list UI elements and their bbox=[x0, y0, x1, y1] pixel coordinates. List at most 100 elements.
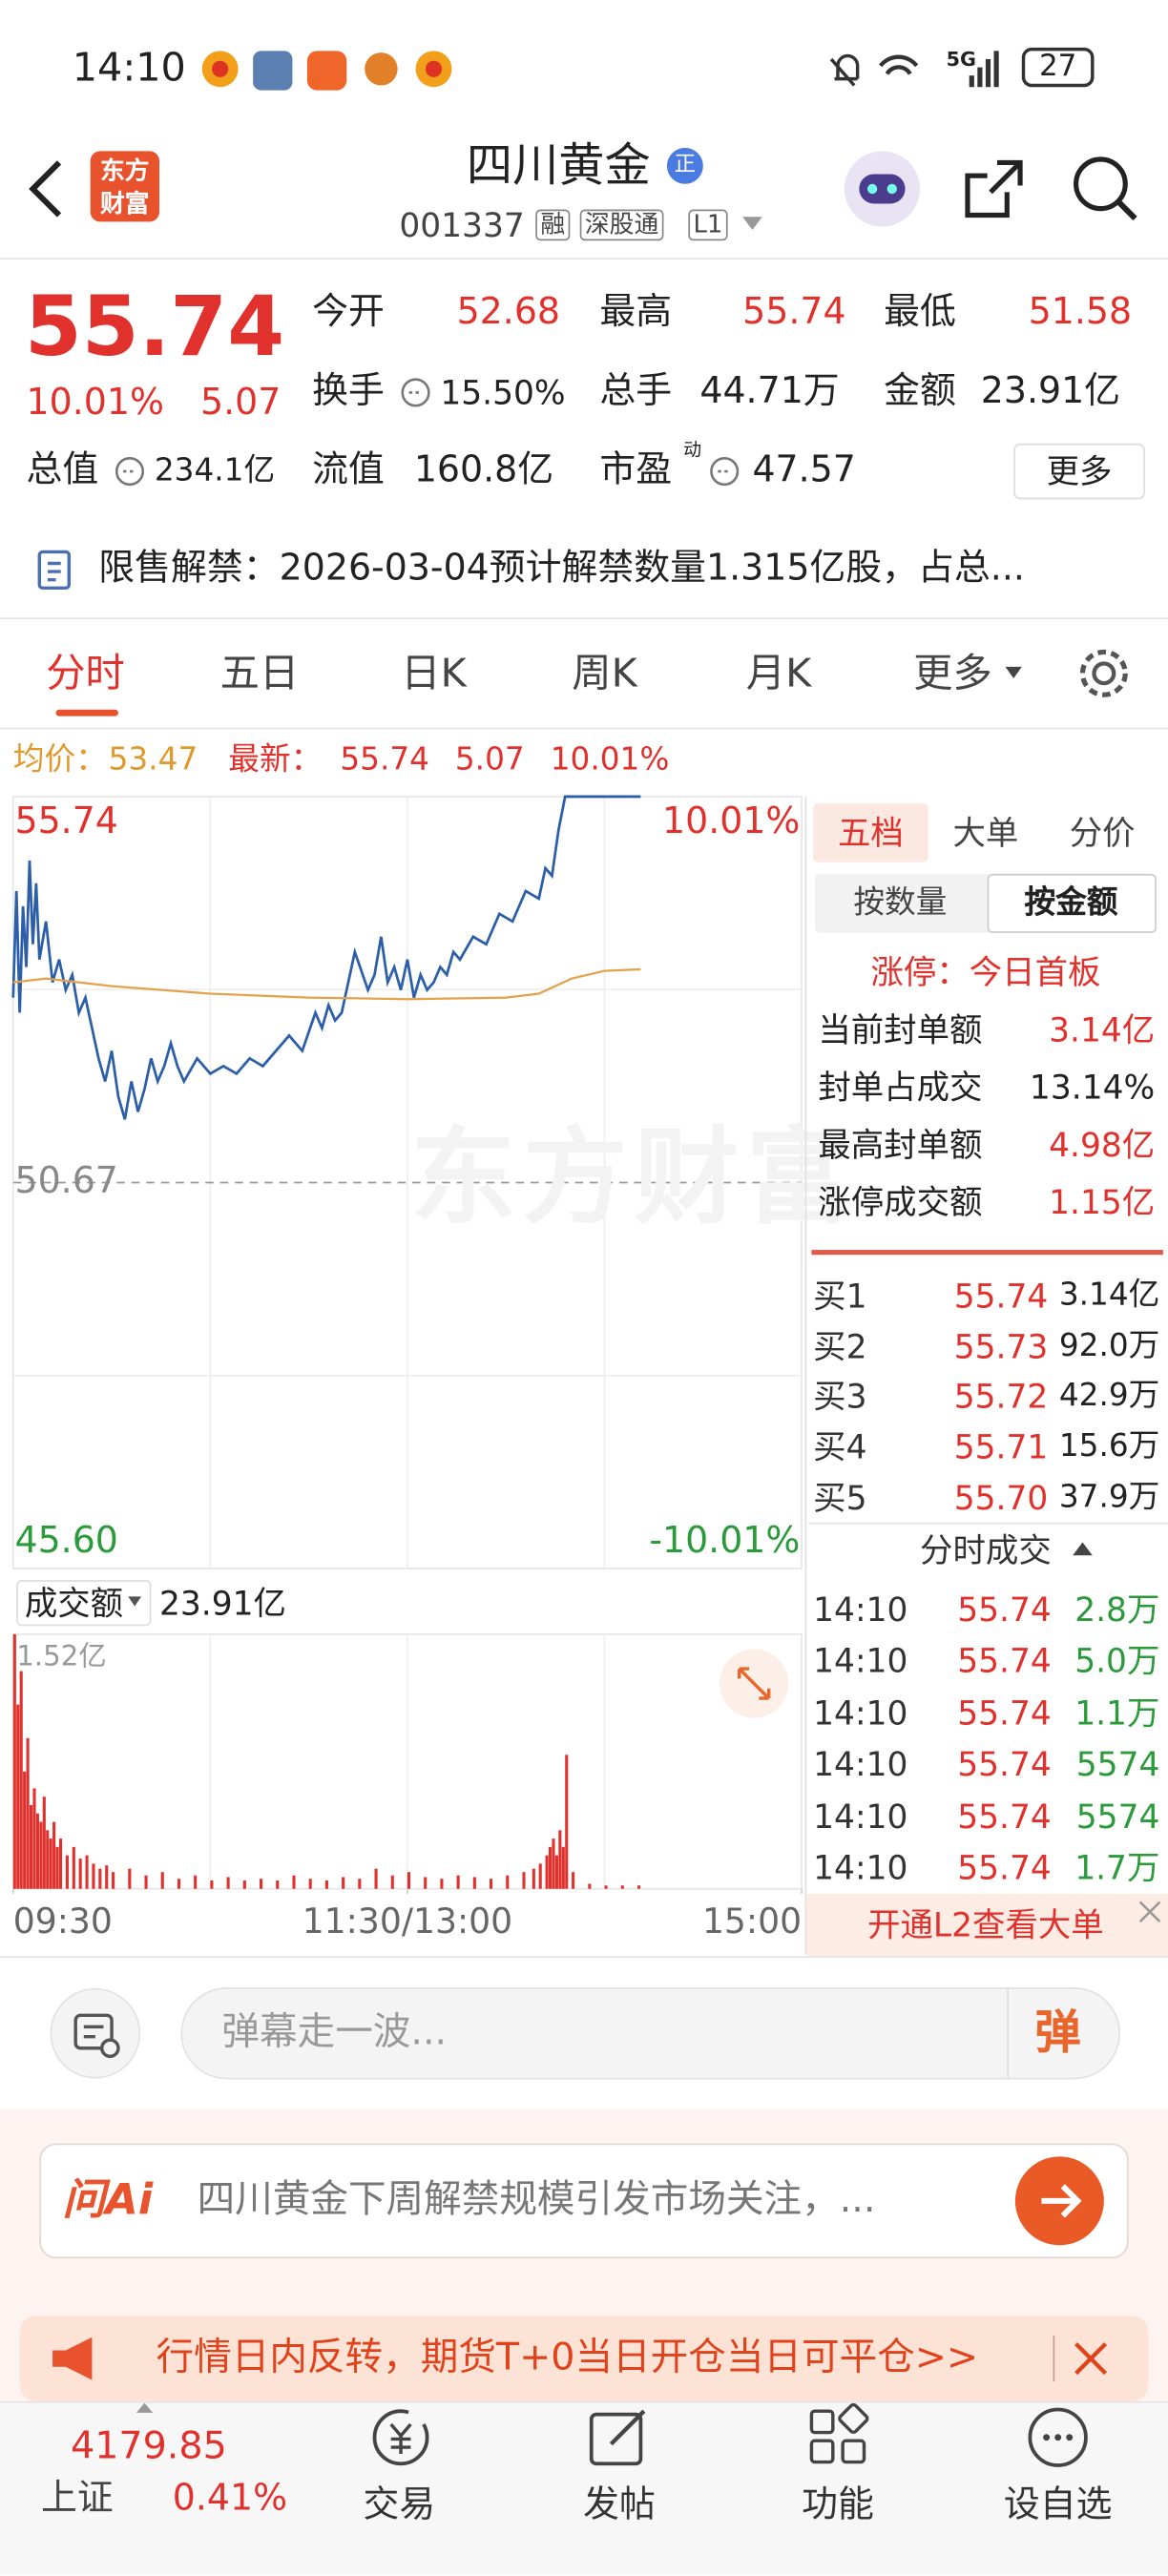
status-time: 14:10 bbox=[72, 44, 186, 91]
functions-icon[interactable] bbox=[805, 2402, 874, 2470]
volume-bar bbox=[177, 1879, 181, 1889]
watchlist-icon[interactable] bbox=[1025, 2404, 1094, 2470]
tab[interactable]: 五日 bbox=[219, 650, 300, 696]
field-label: 总值 bbox=[26, 449, 99, 491]
volume-bar bbox=[128, 1868, 132, 1889]
search-button[interactable] bbox=[1071, 155, 1139, 223]
comment-send[interactable]: 弹 bbox=[1034, 2005, 1081, 2060]
field-value: 51.58 bbox=[1028, 292, 1133, 334]
index-value[interactable]: 4179.85 bbox=[71, 2424, 227, 2468]
trades-title[interactable]: 分时成交 bbox=[920, 1530, 1052, 1570]
dropdown-arrow[interactable] bbox=[740, 214, 766, 234]
nav-item[interactable]: 发帖 bbox=[583, 2484, 656, 2526]
notice-text[interactable]: 限售解禁：2026-03-04预计解禁数量1.315亿股，占总... bbox=[98, 548, 1025, 591]
comment-placeholder[interactable]: 弹幕走一波... bbox=[221, 2011, 448, 2054]
volume-bar bbox=[144, 1875, 148, 1889]
field-value: 44.71万 bbox=[699, 371, 840, 413]
volume-bar bbox=[105, 1865, 109, 1889]
tab-active[interactable]: 分时 bbox=[46, 650, 125, 696]
info-icon[interactable] bbox=[399, 376, 431, 408]
x-tick-label: 15:00 bbox=[702, 1901, 802, 1942]
volume-bar bbox=[561, 1846, 565, 1889]
settings-button[interactable] bbox=[1076, 646, 1133, 702]
tab[interactable]: 月K bbox=[745, 650, 812, 696]
tab-bg bbox=[813, 802, 928, 862]
volume-bar bbox=[324, 1880, 328, 1889]
bid-label: 买2 bbox=[813, 1326, 867, 1366]
nav-item[interactable]: 功能 bbox=[802, 2484, 874, 2526]
tab[interactable]: 周K bbox=[572, 650, 637, 696]
tab-underline bbox=[55, 709, 118, 717]
banner[interactable] bbox=[19, 2316, 1149, 2401]
volume-bar bbox=[358, 1879, 362, 1889]
back-button[interactable] bbox=[20, 156, 70, 222]
field-value: 15.50% bbox=[440, 372, 566, 413]
mode[interactable]: 按数量 bbox=[853, 884, 948, 921]
volume-bar bbox=[85, 1855, 89, 1889]
sort-arrow bbox=[1073, 1542, 1093, 1556]
watermark: 东方财富 bbox=[410, 1118, 858, 1240]
more-button[interactable]: 更多 bbox=[1013, 443, 1145, 500]
banner-text[interactable]: 行情日内反转，期货T+0当日开仓当日可平仓>> bbox=[156, 2336, 979, 2379]
volume-bar bbox=[407, 1872, 411, 1889]
panel-tab[interactable]: 分价 bbox=[1069, 813, 1136, 853]
l2-bar[interactable] bbox=[806, 1893, 1168, 1957]
volume-bar bbox=[554, 1855, 558, 1889]
volume-title[interactable]: 成交额 bbox=[24, 1583, 124, 1623]
field-label: 金额 bbox=[884, 371, 956, 413]
ai-box[interactable] bbox=[39, 2143, 1129, 2259]
index-name[interactable]: 上证 bbox=[41, 2478, 114, 2520]
status-signal bbox=[829, 51, 999, 88]
post-icon[interactable] bbox=[585, 2404, 654, 2470]
volume-selector[interactable] bbox=[16, 1580, 152, 1627]
trade-icon[interactable] bbox=[365, 2404, 437, 2470]
volume-bar bbox=[522, 1872, 526, 1889]
close-button[interactable] bbox=[1134, 1896, 1166, 1928]
trade-time: 14:10 bbox=[813, 1641, 908, 1681]
info-icon[interactable] bbox=[114, 455, 146, 488]
index-change[interactable]: 0.41% bbox=[172, 2478, 288, 2520]
expand-button[interactable] bbox=[718, 1648, 790, 1720]
comment-settings[interactable] bbox=[50, 1987, 141, 2079]
tab[interactable]: 更多 bbox=[913, 650, 992, 696]
app-logo[interactable]: 东方财富 bbox=[90, 151, 159, 222]
divider bbox=[0, 1956, 1168, 1959]
volume-bar bbox=[49, 1839, 52, 1889]
trade-volume: 2.8万 bbox=[1074, 1589, 1160, 1630]
badge: 正 bbox=[666, 147, 703, 184]
volume-bar bbox=[558, 1830, 562, 1889]
panel-tab-active[interactable]: 五档 bbox=[837, 813, 904, 853]
nav-item[interactable]: 设自选 bbox=[1003, 2484, 1113, 2526]
volume-bar bbox=[636, 1885, 641, 1889]
panel-tab[interactable]: 大单 bbox=[952, 813, 1019, 853]
divider bbox=[0, 727, 1168, 730]
ai-text[interactable]: 四川黄金下周解禁规模引发市场关注，... bbox=[197, 2178, 876, 2222]
volume-bar bbox=[42, 1797, 46, 1889]
bid-price: 55.73 bbox=[953, 1326, 1049, 1366]
y-tick-label: 45.60 bbox=[14, 1519, 117, 1561]
bid-label: 买4 bbox=[813, 1427, 867, 1467]
stat-label: 封单占成交 bbox=[818, 1067, 983, 1108]
volume-bar bbox=[55, 1846, 59, 1889]
share-button[interactable] bbox=[961, 156, 1027, 222]
nav-item[interactable]: 交易 bbox=[363, 2484, 436, 2526]
volume-bar bbox=[604, 1885, 608, 1889]
x-tick-label: 11:30/13:00 bbox=[302, 1901, 512, 1942]
info-icon[interactable] bbox=[708, 455, 740, 488]
tab[interactable]: 日K bbox=[401, 650, 467, 696]
change-pct: 10.01% bbox=[26, 383, 164, 425]
volume-bar bbox=[160, 1872, 164, 1889]
notice-icon bbox=[37, 550, 72, 591]
comment-input[interactable] bbox=[180, 1987, 1121, 2080]
ai-go-button[interactable] bbox=[1013, 2155, 1105, 2247]
stock-name: 四川黄金 bbox=[466, 137, 651, 193]
mode-active[interactable]: 按金额 bbox=[1024, 884, 1118, 921]
banner-close[interactable] bbox=[1071, 2338, 1110, 2378]
volume-bar bbox=[572, 1872, 575, 1889]
field-value: 23.91亿 bbox=[980, 371, 1121, 413]
robot-icon[interactable] bbox=[841, 148, 923, 230]
volume-bar bbox=[308, 1879, 312, 1889]
l2-link[interactable]: 开通L2查看大单 bbox=[867, 1904, 1104, 1945]
tag: 融 bbox=[535, 209, 571, 241]
